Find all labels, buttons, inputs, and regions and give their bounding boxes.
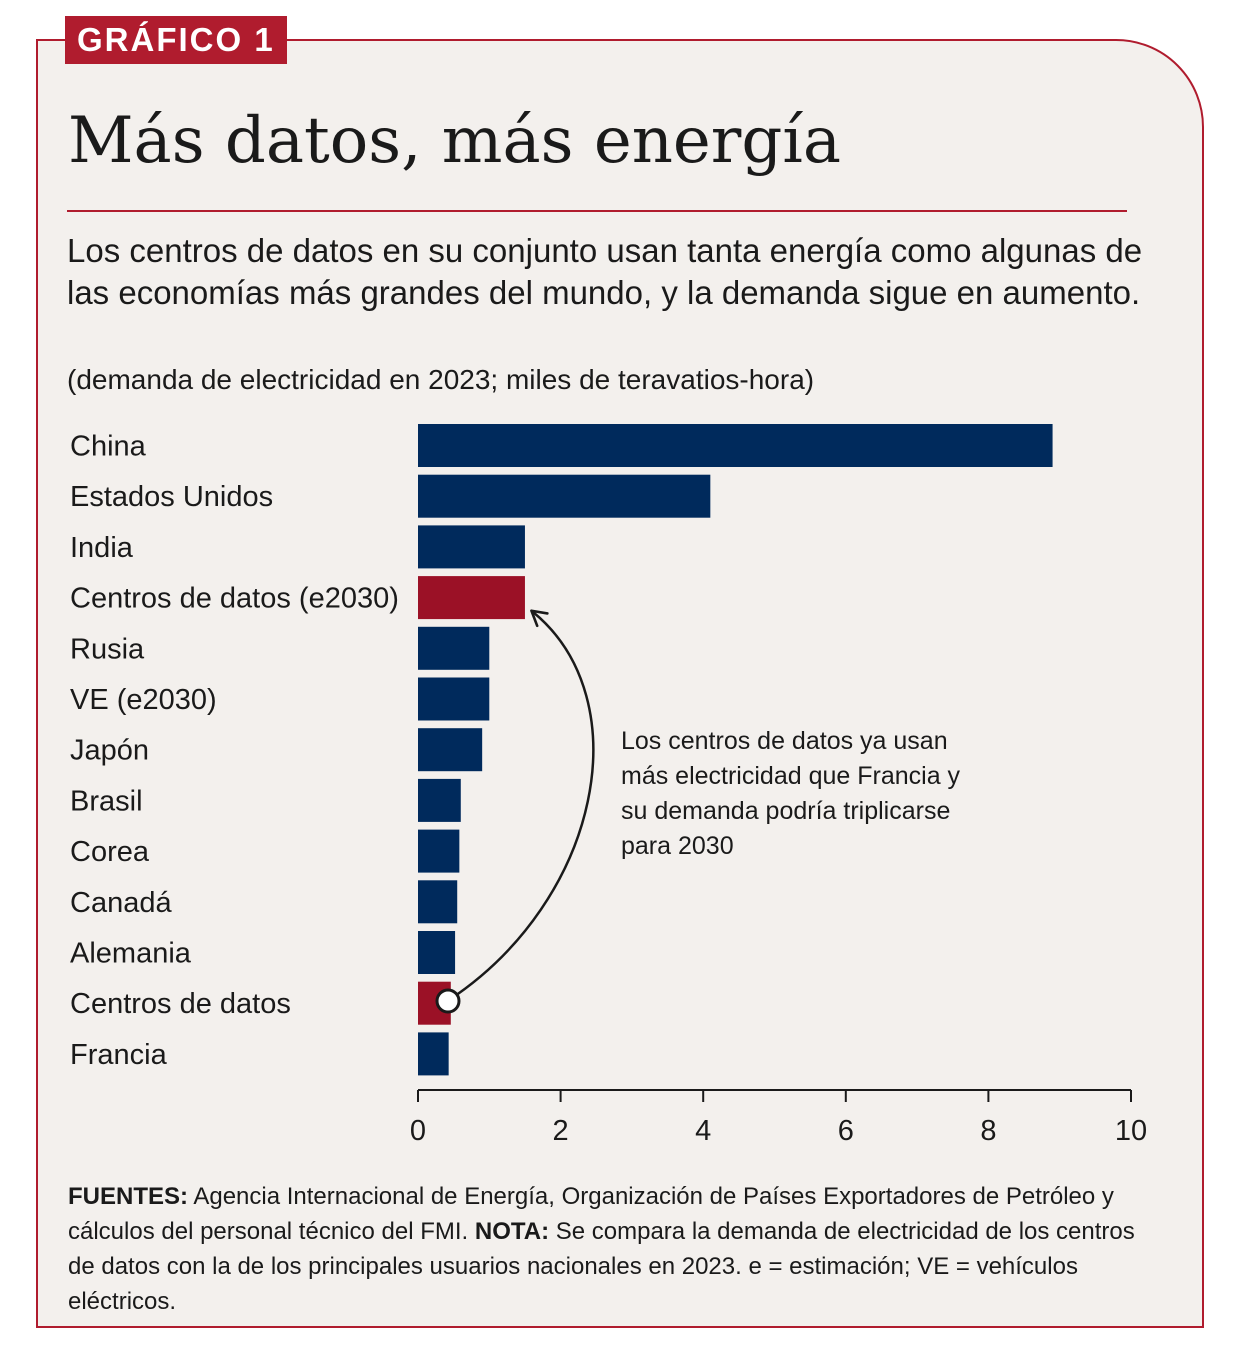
note-label: NOTA:	[474, 1218, 550, 1245]
category-label-china: China	[70, 431, 147, 463]
x-tick-label-4: 4	[695, 1115, 711, 1147]
figure-tag: GRÁFICO 1	[65, 16, 287, 64]
bar-india	[418, 525, 525, 569]
x-tick-label-6: 6	[838, 1115, 854, 1147]
x-tick-label-10: 10	[1115, 1115, 1147, 1147]
chart-title: Más datos, más energía	[68, 104, 841, 178]
category-label-japon: Japón	[70, 735, 149, 767]
category-label-brasil: Brasil	[70, 785, 143, 817]
bar-francia	[418, 1032, 449, 1076]
category-label-india: India	[70, 532, 134, 564]
bar-corea	[418, 829, 460, 873]
title-divider	[67, 210, 1127, 212]
category-label-ve-e2030: VE (e2030)	[70, 684, 217, 716]
sources-note: FUENTES: Agencia Internacional de Energí…	[68, 1179, 1148, 1319]
category-label-rusia: Rusia	[70, 633, 145, 665]
chart-frame	[36, 39, 1204, 1328]
category-label-centros-de-datos-e2030: Centros de datos (e2030)	[70, 583, 399, 615]
bar-ve-e2030	[418, 677, 490, 721]
x-tick-label-0: 0	[410, 1115, 426, 1147]
bar-alemania	[418, 931, 456, 974]
chart-subtitle: Los centros de datos en su conjunto usan…	[67, 232, 1143, 311]
bar-rusia	[418, 626, 490, 670]
bar-centros-de-datos-e2030	[418, 576, 525, 620]
bar-brasil	[418, 778, 461, 822]
category-label-corea: Corea	[70, 836, 150, 868]
category-label-canada: Canadá	[70, 887, 172, 919]
category-label-francia: Francia	[70, 1039, 168, 1071]
bar-estados-unidos	[418, 474, 711, 518]
note-text: Se compara la demanda de electricidad de…	[68, 1218, 1135, 1315]
bar-canada	[418, 880, 458, 924]
annotation-marker	[435, 988, 461, 1014]
annotation-arrow	[448, 609, 595, 1002]
bar-japon	[418, 728, 483, 772]
x-tick-label-2: 2	[553, 1115, 569, 1147]
category-label-estados-unidos: Estados Unidos	[70, 481, 273, 513]
annotation-text: Los centros de datos ya usan más electri…	[621, 727, 961, 860]
sources-text: Agencia Internacional de Energía, Organi…	[68, 1183, 1114, 1245]
bar-china	[418, 424, 1053, 467]
units-label: (demanda de electricidad en 2023; miles …	[67, 364, 815, 395]
sources-label: FUENTES:	[68, 1183, 188, 1210]
category-label-alemania: Alemania	[70, 938, 192, 970]
category-label-centros-de-datos: Centros de datos	[70, 988, 291, 1020]
x-tick-label-8: 8	[980, 1115, 996, 1147]
